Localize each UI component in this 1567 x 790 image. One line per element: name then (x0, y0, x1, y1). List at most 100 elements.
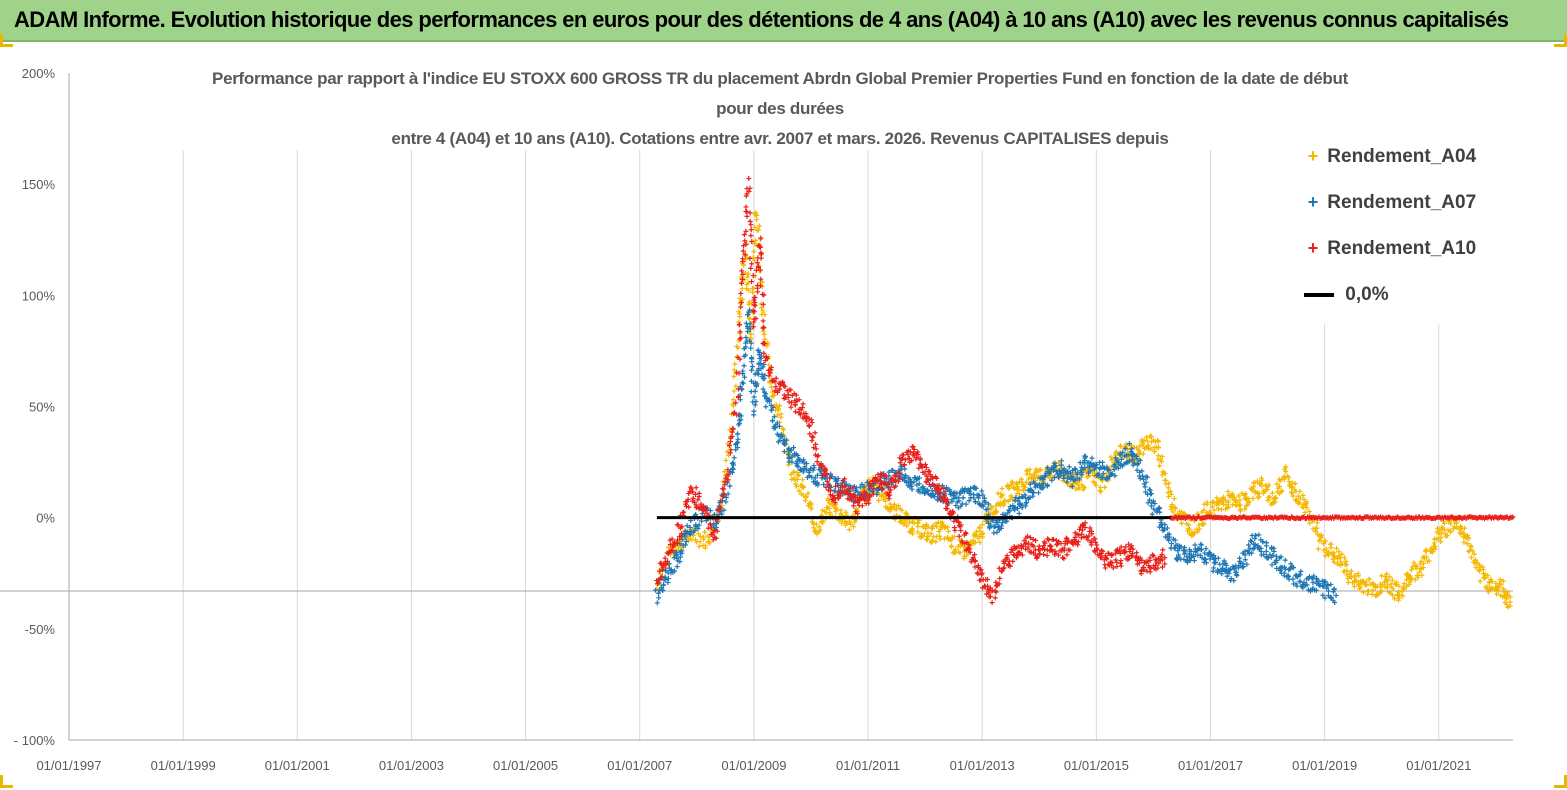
data-point (1244, 561, 1250, 567)
banner-title: ADAM Informe. Evolution historique des p… (14, 7, 1509, 32)
data-point (1326, 549, 1332, 555)
data-point (747, 307, 753, 313)
data-point (1334, 545, 1340, 551)
data-point (1023, 479, 1029, 485)
data-point (752, 224, 758, 230)
data-point (1031, 474, 1037, 480)
data-point (664, 558, 670, 564)
data-point (922, 462, 928, 468)
data-point (1139, 468, 1145, 474)
data-point (1182, 549, 1188, 555)
data-point (923, 465, 929, 471)
chart-title-line-1: Performance par rapport à l'indice EU ST… (212, 69, 1348, 88)
data-point (1011, 485, 1017, 491)
data-point (1384, 571, 1390, 577)
data-point (1022, 541, 1028, 547)
data-point (1162, 470, 1168, 476)
corner-marker (0, 775, 13, 788)
data-point (1470, 548, 1476, 554)
data-point (979, 488, 985, 494)
data-point (699, 518, 705, 524)
data-point (813, 521, 819, 527)
data-point (953, 547, 959, 553)
data-point (761, 361, 767, 367)
data-point (901, 462, 907, 468)
data-point (1001, 565, 1007, 571)
data-point (1013, 494, 1019, 500)
data-point (1408, 567, 1414, 573)
data-point (848, 497, 854, 503)
data-point (1503, 596, 1509, 602)
data-point (1095, 472, 1101, 478)
data-point (1292, 481, 1298, 487)
data-point (1100, 548, 1106, 554)
data-point (864, 479, 870, 485)
data-point (1075, 485, 1081, 491)
data-point (1300, 492, 1306, 498)
data-point (753, 212, 759, 218)
x-tick-label: 01/01/2005 (493, 758, 558, 773)
data-point (1144, 474, 1150, 480)
data-point (1145, 445, 1151, 451)
data-point (1075, 539, 1081, 545)
data-point (972, 559, 978, 565)
data-point (755, 264, 761, 270)
data-point (1245, 502, 1251, 508)
data-point (723, 495, 729, 501)
data-point (1435, 536, 1441, 542)
data-point (1441, 520, 1447, 526)
data-point (1430, 549, 1435, 555)
data-point (930, 523, 936, 529)
data-point (1414, 564, 1420, 570)
data-point (1358, 584, 1364, 590)
data-point (782, 441, 788, 447)
data-point (1432, 543, 1438, 549)
data-point (1313, 587, 1319, 593)
data-point (931, 482, 937, 488)
data-point (730, 460, 736, 466)
data-point (1498, 582, 1504, 588)
data-point (994, 583, 1000, 589)
data-point (659, 574, 665, 580)
data-point (1192, 542, 1198, 548)
data-point (915, 520, 921, 526)
data-point (684, 523, 690, 529)
data-point (1496, 588, 1502, 594)
data-point (723, 457, 729, 463)
data-point (1462, 531, 1468, 537)
data-point (762, 336, 768, 342)
data-point (753, 383, 759, 389)
data-point (1053, 538, 1059, 544)
data-point (1136, 456, 1142, 462)
data-point (1044, 465, 1050, 471)
tick-labels: 01/01/1997 01/01/1999 01/01/2001 01/01/2003… (14, 66, 1472, 773)
data-point (1289, 484, 1295, 490)
data-point (1165, 485, 1171, 491)
data-point (1043, 473, 1049, 479)
data-point (1015, 484, 1021, 490)
data-point (966, 498, 972, 504)
data-point (941, 485, 947, 491)
data-point (884, 473, 890, 479)
data-point (784, 437, 790, 443)
data-point (692, 527, 698, 533)
data-point (1044, 553, 1050, 559)
data-point (783, 394, 789, 400)
data-point (844, 487, 850, 493)
data-point (1406, 581, 1412, 587)
chart-title: Performance par rapport à l'indice EU ST… (170, 64, 1390, 154)
data-point (737, 321, 743, 327)
data-point (729, 429, 735, 435)
data-point (697, 539, 703, 545)
data-point (749, 239, 755, 245)
data-point (1467, 547, 1473, 553)
data-point (1191, 530, 1197, 536)
data-point (724, 449, 730, 455)
data-point (723, 499, 729, 505)
data-point (718, 498, 724, 504)
data-point (1267, 552, 1273, 558)
y-tick-label: 150% (22, 177, 56, 192)
data-point (1245, 496, 1251, 502)
data-point (747, 210, 753, 216)
data-point (1141, 438, 1147, 444)
